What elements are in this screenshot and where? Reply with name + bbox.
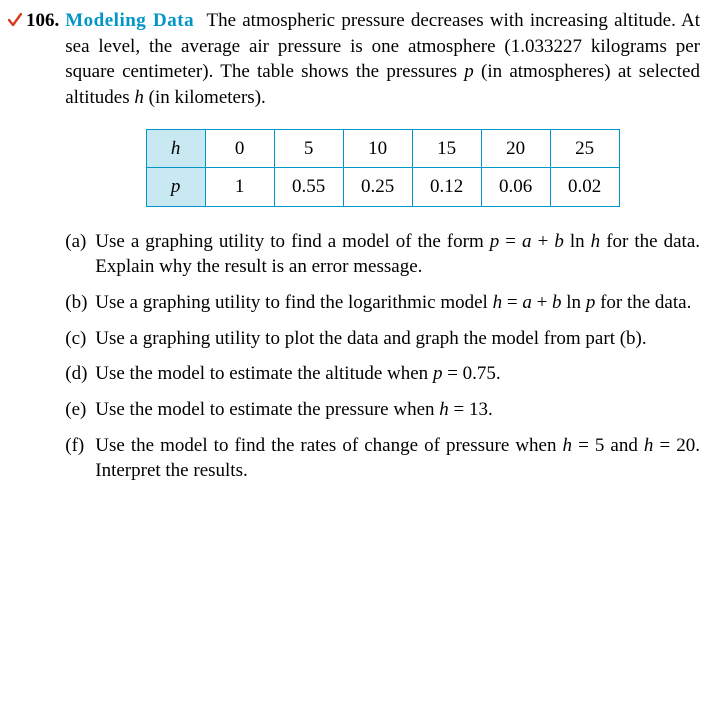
table-cell: 0.06 [481, 168, 550, 207]
table-cell: 0 [205, 129, 274, 168]
part-label: (c) [65, 326, 95, 352]
table-row: p 1 0.55 0.25 0.12 0.06 0.02 [146, 168, 619, 207]
part-label: (d) [65, 361, 95, 387]
part-text: Use the model to estimate the pressure w… [95, 397, 700, 423]
row-header: h [146, 129, 205, 168]
problem-intro: Modeling Data The atmospheric pressure d… [65, 8, 700, 111]
part-text: Use the model to find the rates of chang… [95, 433, 700, 484]
part-d: (d) Use the model to estimate the altitu… [65, 361, 700, 387]
table-cell: 15 [412, 129, 481, 168]
table-cell: 0.02 [550, 168, 619, 207]
problem-body: Modeling Data The atmospheric pressure d… [65, 8, 700, 494]
table-cell: 0.55 [274, 168, 343, 207]
part-label: (e) [65, 397, 95, 423]
checkmark-icon [8, 13, 24, 27]
part-e: (e) Use the model to estimate the pressu… [65, 397, 700, 423]
problem-106: 106. Modeling Data The atmospheric press… [8, 8, 700, 494]
data-table-wrap: h 0 5 10 15 20 25 p 1 0.55 0.25 0.12 0.0… [65, 129, 700, 207]
sub-parts: (a) Use a graphing utility to find a mod… [65, 229, 700, 484]
part-f: (f) Use the model to find the rates of c… [65, 433, 700, 484]
table-cell: 0.12 [412, 168, 481, 207]
problem-title: Modeling Data [65, 10, 194, 31]
part-text: Use a graphing utility to find the logar… [95, 290, 700, 316]
table-cell: 25 [550, 129, 619, 168]
table-cell: 1 [205, 168, 274, 207]
part-b: (b) Use a graphing utility to find the l… [65, 290, 700, 316]
row-header: p [146, 168, 205, 207]
problem-number: 106. [26, 8, 59, 34]
table-cell: 20 [481, 129, 550, 168]
part-c: (c) Use a graphing utility to plot the d… [65, 326, 700, 352]
data-table: h 0 5 10 15 20 25 p 1 0.55 0.25 0.12 0.0… [146, 129, 620, 207]
part-label: (f) [65, 433, 95, 484]
part-label: (a) [65, 229, 95, 280]
table-cell: 5 [274, 129, 343, 168]
part-text: Use the model to estimate the altitude w… [95, 361, 700, 387]
table-cell: 0.25 [343, 168, 412, 207]
part-label: (b) [65, 290, 95, 316]
table-row: h 0 5 10 15 20 25 [146, 129, 619, 168]
table-cell: 10 [343, 129, 412, 168]
part-text: Use a graphing utility to plot the data … [95, 326, 700, 352]
part-a: (a) Use a graphing utility to find a mod… [65, 229, 700, 280]
part-text: Use a graphing utility to find a model o… [95, 229, 700, 280]
